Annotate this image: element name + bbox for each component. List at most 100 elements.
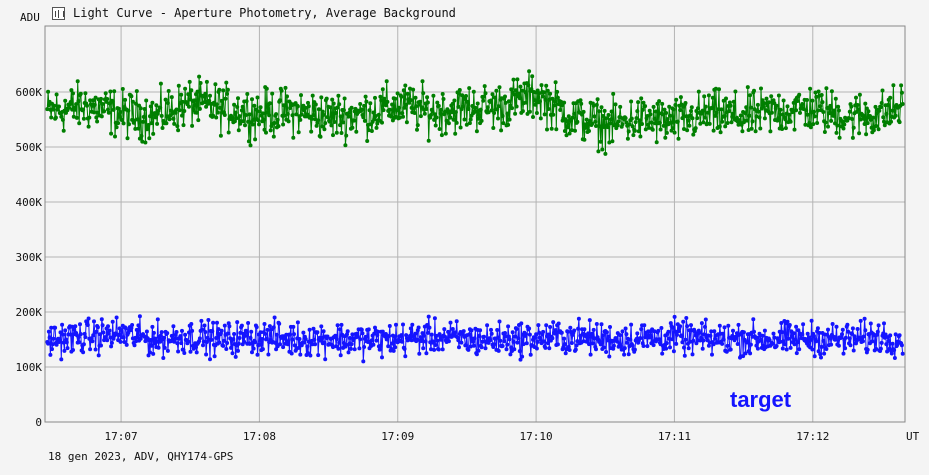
data-point [863, 101, 868, 106]
data-point [122, 340, 127, 344]
data-point [651, 343, 656, 348]
data-point [641, 100, 646, 105]
data-point [809, 318, 814, 323]
data-point [365, 139, 370, 143]
data-point [592, 336, 597, 341]
data-point [521, 342, 526, 347]
data-point [98, 332, 103, 337]
data-point [63, 328, 68, 333]
data-point [149, 343, 154, 348]
data-point [403, 83, 408, 88]
data-point [667, 336, 672, 341]
data-point [372, 117, 377, 122]
data-point [581, 109, 586, 114]
data-point [661, 123, 666, 128]
data-point [235, 320, 240, 325]
data-point [564, 133, 569, 138]
data-point [486, 110, 491, 115]
data-point [90, 339, 95, 344]
data-point [292, 332, 296, 337]
data-point [760, 333, 765, 338]
data-point [281, 345, 286, 350]
data-point [337, 340, 342, 345]
data-point [533, 102, 538, 107]
data-point [331, 101, 336, 106]
data-point [534, 332, 539, 337]
data-point [308, 353, 313, 358]
data-point [567, 348, 572, 352]
data-point [224, 80, 229, 85]
data-point [516, 336, 521, 341]
data-point [155, 317, 160, 322]
data-point [861, 116, 866, 121]
data-point [182, 109, 187, 113]
data-point [171, 324, 176, 329]
data-point [533, 335, 538, 340]
x-tick-label: 17:10 [520, 430, 553, 443]
data-point [524, 100, 528, 105]
data-point [693, 126, 698, 131]
data-point [828, 103, 833, 108]
data-point [212, 354, 217, 359]
data-point [457, 345, 461, 350]
data-point [246, 139, 251, 144]
data-point [245, 92, 250, 96]
data-point [431, 93, 436, 98]
data-point [663, 135, 668, 140]
data-point [206, 318, 211, 322]
data-point [248, 335, 253, 340]
data-point [502, 339, 507, 344]
data-point [703, 324, 707, 329]
data-point [203, 330, 208, 334]
data-point [520, 109, 525, 114]
data-point [155, 121, 160, 126]
data-point [618, 333, 623, 338]
data-point [387, 334, 391, 338]
data-point [630, 343, 635, 348]
data-point [583, 125, 588, 130]
data-point [251, 346, 256, 351]
data-point [404, 102, 409, 107]
data-point [379, 98, 384, 103]
data-point [808, 337, 813, 342]
data-point [130, 99, 135, 104]
data-point [822, 351, 827, 356]
data-point [575, 119, 580, 124]
data-point [335, 323, 340, 328]
data-point [574, 343, 579, 348]
data-point [348, 336, 353, 340]
data-point [166, 89, 171, 93]
data-point [339, 322, 344, 327]
data-point [320, 124, 325, 129]
data-point [590, 331, 595, 336]
data-point [850, 135, 855, 140]
data-point [722, 325, 727, 330]
chart-icon[interactable] [52, 6, 65, 20]
data-point [550, 336, 555, 341]
data-point [880, 88, 885, 93]
data-point [200, 327, 205, 332]
data-point [478, 107, 483, 112]
data-point [774, 344, 779, 348]
data-point [74, 115, 79, 120]
data-point [876, 127, 881, 132]
data-point [418, 114, 423, 119]
data-point [188, 349, 193, 354]
data-point [343, 143, 348, 148]
data-point [189, 322, 194, 326]
data-point [172, 121, 177, 126]
data-point [222, 323, 227, 328]
data-point [647, 125, 651, 130]
data-point [402, 346, 407, 351]
data-point [717, 87, 721, 92]
data-point [678, 324, 683, 329]
data-point [336, 346, 341, 351]
data-point [638, 134, 643, 139]
data-point [91, 98, 96, 103]
data-point [189, 88, 194, 93]
data-point [358, 102, 363, 106]
x-tick-label: 17:07 [105, 430, 138, 443]
data-point [824, 347, 829, 351]
data-point [892, 356, 897, 360]
data-point [754, 114, 759, 119]
